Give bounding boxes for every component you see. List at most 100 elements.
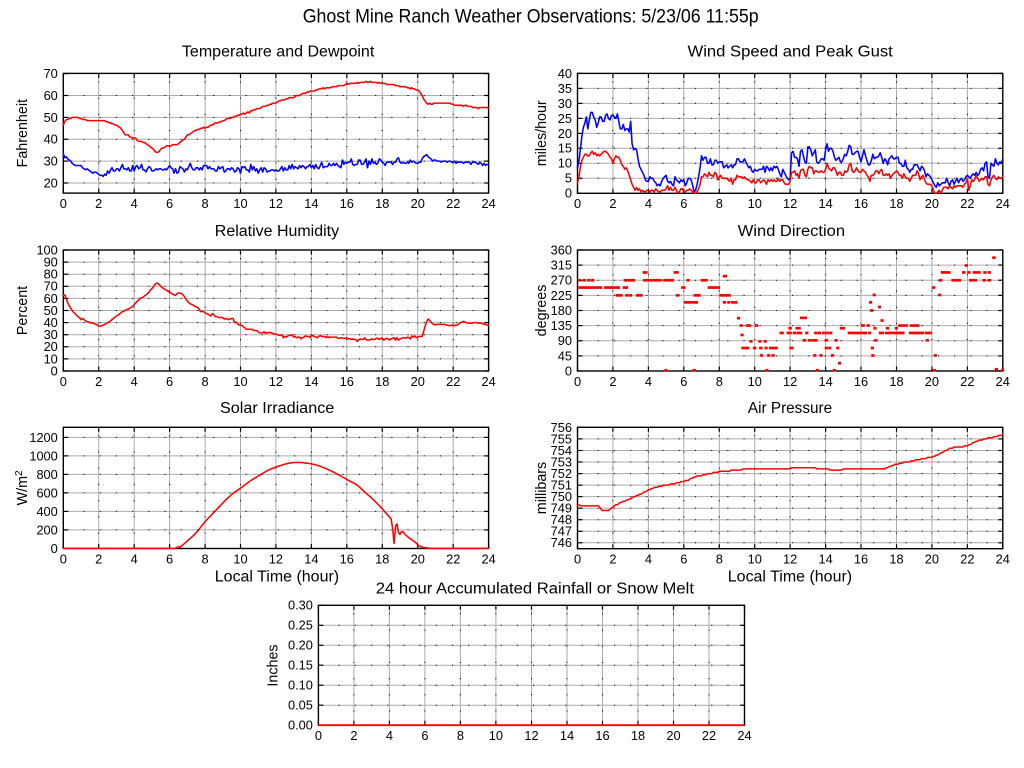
svg-text:749: 749 (551, 501, 572, 516)
svg-text:16: 16 (854, 196, 868, 211)
svg-text:24: 24 (481, 374, 495, 389)
svg-text:8: 8 (202, 196, 209, 211)
svg-text:0: 0 (574, 196, 581, 211)
svg-text:40: 40 (558, 66, 572, 81)
svg-text:miles/hour: miles/hour (534, 100, 550, 166)
svg-text:6: 6 (680, 374, 687, 389)
svg-text:20: 20 (925, 196, 939, 211)
svg-text:2: 2 (95, 196, 102, 211)
svg-text:2: 2 (350, 728, 357, 743)
svg-text:30: 30 (558, 96, 572, 111)
svg-text:22: 22 (446, 374, 460, 389)
svg-text:Wind Direction: Wind Direction (738, 223, 845, 240)
svg-text:2: 2 (609, 552, 616, 567)
svg-text:16: 16 (854, 374, 868, 389)
svg-text:752: 752 (551, 466, 572, 481)
svg-text:5: 5 (565, 171, 572, 186)
svg-text:8: 8 (202, 374, 209, 389)
svg-text:0: 0 (315, 728, 322, 743)
svg-text:4: 4 (131, 374, 138, 389)
svg-text:14: 14 (304, 196, 318, 211)
svg-text:22: 22 (446, 196, 460, 211)
svg-text:16: 16 (340, 551, 354, 566)
svg-text:16: 16 (854, 552, 868, 567)
svg-text:8: 8 (457, 728, 464, 743)
svg-text:180: 180 (551, 303, 572, 318)
svg-text:0.00: 0.00 (288, 718, 313, 733)
svg-text:6: 6 (166, 374, 173, 389)
svg-text:14: 14 (818, 374, 832, 389)
svg-text:10: 10 (748, 196, 762, 211)
svg-text:90: 90 (44, 255, 58, 270)
svg-text:0: 0 (60, 374, 67, 389)
svg-text:8: 8 (716, 552, 723, 567)
svg-text:35: 35 (558, 81, 572, 96)
svg-text:20: 20 (558, 126, 572, 141)
svg-text:30: 30 (44, 154, 58, 169)
svg-text:200: 200 (36, 522, 57, 537)
svg-text:14: 14 (818, 196, 832, 211)
svg-text:15: 15 (558, 141, 572, 156)
svg-text:10: 10 (233, 374, 247, 389)
svg-text:10: 10 (44, 351, 58, 366)
svg-text:20: 20 (925, 552, 939, 567)
svg-text:12: 12 (783, 374, 797, 389)
svg-text:12: 12 (269, 196, 283, 211)
svg-text:2: 2 (609, 196, 616, 211)
svg-text:2: 2 (95, 551, 102, 566)
svg-text:20: 20 (925, 374, 939, 389)
svg-text:2: 2 (95, 374, 102, 389)
svg-text:755: 755 (551, 431, 572, 446)
svg-text:24: 24 (996, 552, 1010, 567)
svg-text:0: 0 (574, 374, 581, 389)
svg-text:0: 0 (565, 186, 572, 201)
svg-text:18: 18 (375, 374, 389, 389)
svg-text:750: 750 (551, 489, 572, 504)
svg-text:10: 10 (748, 552, 762, 567)
svg-text:10: 10 (558, 156, 572, 171)
svg-text:Local Time (hour): Local Time (hour) (728, 569, 852, 586)
svg-text:10: 10 (233, 551, 247, 566)
svg-text:315: 315 (551, 258, 572, 273)
svg-text:800: 800 (36, 467, 57, 482)
svg-text:Air Pressure: Air Pressure (748, 400, 832, 417)
svg-text:270: 270 (551, 273, 572, 288)
svg-text:70: 70 (44, 279, 58, 294)
svg-text:14: 14 (560, 728, 574, 743)
svg-text:18: 18 (889, 374, 903, 389)
svg-text:20: 20 (411, 196, 425, 211)
svg-text:millibars: millibars (534, 462, 550, 514)
svg-text:24: 24 (481, 196, 495, 211)
svg-text:4: 4 (645, 196, 652, 211)
svg-text:18: 18 (375, 196, 389, 211)
svg-text:0.30: 0.30 (288, 598, 313, 613)
svg-text:16: 16 (340, 196, 354, 211)
svg-text:100: 100 (36, 242, 57, 257)
svg-text:12: 12 (269, 374, 283, 389)
svg-text:0.10: 0.10 (288, 678, 313, 693)
svg-text:18: 18 (631, 728, 645, 743)
svg-text:16: 16 (595, 728, 609, 743)
svg-text:0.25: 0.25 (288, 618, 313, 633)
svg-text:753: 753 (551, 454, 572, 469)
svg-text:20: 20 (411, 374, 425, 389)
svg-text:W/m2: W/m2 (14, 470, 32, 505)
svg-text:10: 10 (748, 374, 762, 389)
svg-text:8: 8 (716, 374, 723, 389)
svg-text:4: 4 (645, 374, 652, 389)
svg-text:40: 40 (44, 132, 58, 147)
svg-text:Percent: Percent (15, 286, 31, 335)
svg-text:20: 20 (666, 728, 680, 743)
svg-text:60: 60 (44, 88, 58, 103)
svg-text:18: 18 (375, 551, 389, 566)
svg-text:16: 16 (340, 374, 354, 389)
svg-text:Solar Irradiance: Solar Irradiance (220, 400, 334, 417)
svg-text:0.05: 0.05 (288, 698, 313, 713)
svg-text:20: 20 (411, 551, 425, 566)
svg-text:18: 18 (889, 196, 903, 211)
svg-text:6: 6 (166, 551, 173, 566)
svg-text:22: 22 (960, 196, 974, 211)
svg-text:Temperature and Dewpoint: Temperature and Dewpoint (182, 44, 375, 61)
svg-text:747: 747 (551, 524, 572, 539)
svg-text:14: 14 (818, 552, 832, 567)
